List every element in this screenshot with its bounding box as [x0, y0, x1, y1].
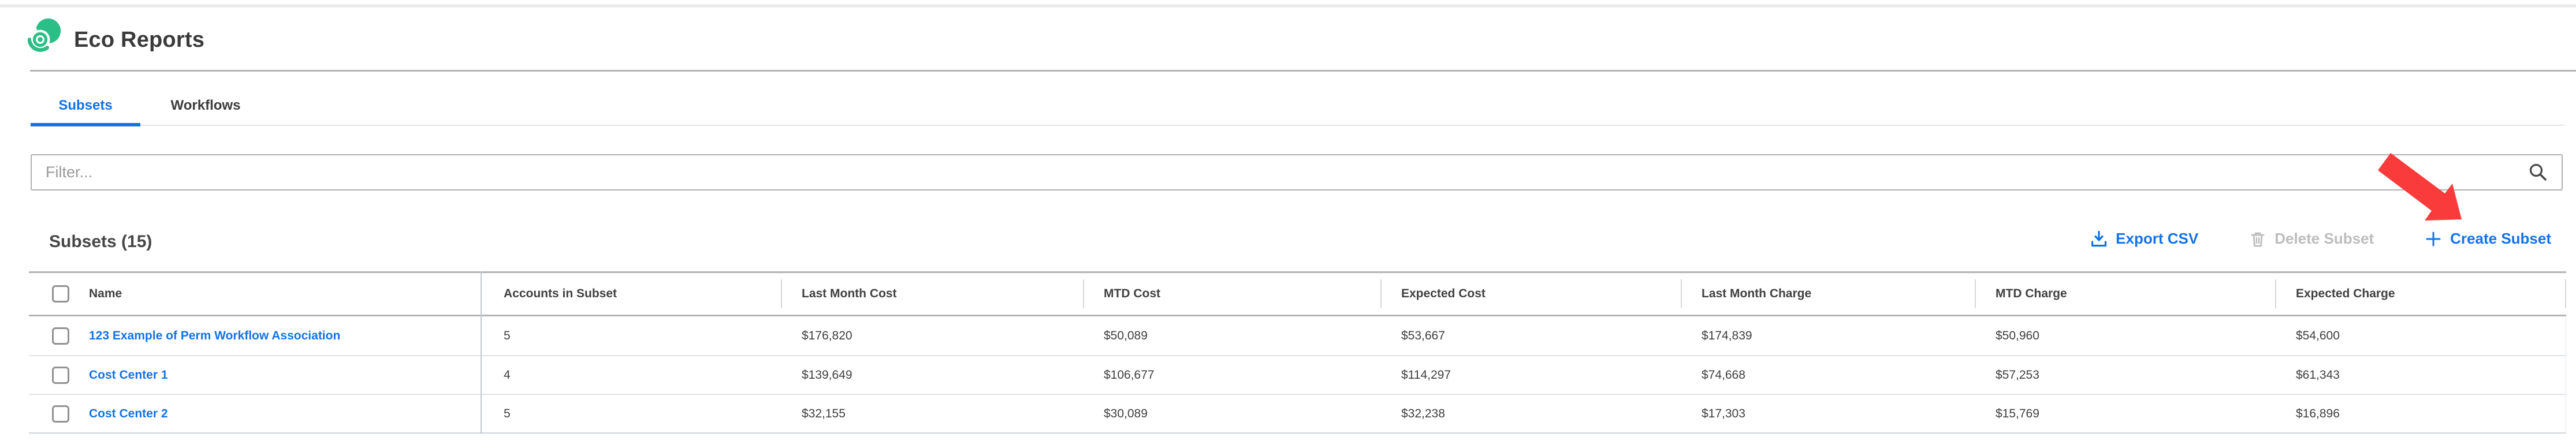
subsets-table: Name Accounts in Subset Last Month Cost … [29, 271, 2566, 434]
mtd-cost-cell: $50,089 [1104, 328, 1148, 342]
table-row: Cost Center 1 4 $139,649 $106,677 $114,2… [29, 355, 2566, 394]
mtd-cost-cell: $30,089 [1104, 406, 1148, 420]
accounts-cell: 4 [504, 368, 511, 382]
table-bottom-border [29, 432, 2566, 434]
expected-charge-cell: $16,896 [2296, 406, 2340, 420]
expected-cost-cell: $32,238 [1401, 406, 1445, 420]
select-all-checkbox[interactable] [52, 285, 69, 303]
download-icon [2091, 230, 2107, 247]
delete-subset-label: Delete Subset [2275, 230, 2374, 247]
header-name-label: Name [89, 287, 122, 300]
plus-icon [2426, 232, 2441, 246]
mtd-charge-cell: $15,769 [1996, 406, 2039, 420]
last-month-charge-cell: $74,668 [1702, 368, 1745, 382]
row-name-cell: Cost Center 2 [29, 405, 481, 423]
top-edge-strip [0, 5, 2576, 8]
last-month-cost-cell: $32,155 [802, 406, 846, 420]
subset-name-link[interactable]: 123 Example of Perm Workflow Association [89, 328, 341, 342]
accounts-cell: 5 [504, 406, 511, 420]
last-month-charge-cell: $174,839 [1702, 328, 1752, 342]
table-row: Cost Center 2 5 $32,155 $30,089 $32,238 … [29, 394, 2566, 432]
mtd-charge-cell: $50,960 [1996, 328, 2039, 342]
header-accounts-in-subset: Accounts in Subset [504, 287, 617, 300]
header-mtd-charge: MTD Charge [1975, 273, 2275, 315]
header-divider [30, 70, 2576, 72]
filter-bar [31, 154, 2563, 191]
search-icon [2529, 163, 2547, 181]
header-expected-cost: Expected Cost [1380, 273, 1681, 315]
last-month-cost-cell: $139,649 [802, 368, 853, 382]
subsets-count-heading: Subsets (15) [49, 232, 152, 251]
annotation-arrow [2378, 153, 2462, 221]
row-checkbox[interactable] [52, 366, 69, 384]
subset-name-link[interactable]: Cost Center 1 [89, 368, 168, 382]
eco-logo-icon [28, 18, 61, 52]
subset-name-link[interactable]: Cost Center 2 [89, 406, 168, 420]
create-subset-label: Create Subset [2450, 230, 2551, 247]
tab-baseline [31, 125, 2564, 126]
expected-charge-cell: $54,600 [2296, 328, 2340, 342]
mtd-charge-cell: $57,253 [1996, 368, 2039, 382]
row-name-cell: Cost Center 1 [29, 366, 481, 384]
last-month-charge-cell: $17,303 [1702, 406, 1745, 420]
header-mtd-cost: MTD Cost [1083, 273, 1380, 315]
row-name-cell: 123 Example of Perm Workflow Association [29, 327, 481, 345]
export-csv-button[interactable]: Export CSV [2090, 230, 2198, 248]
accounts-cell: 5 [504, 328, 511, 342]
name-column-divider [481, 271, 482, 434]
delete-subset-button[interactable]: Delete Subset [2249, 230, 2374, 248]
page-title: Eco Reports [74, 28, 205, 52]
row-checkbox[interactable] [52, 405, 69, 423]
table-header-row: Name Accounts in Subset Last Month Cost … [29, 273, 2566, 316]
expected-cost-cell: $114,297 [1401, 368, 1451, 382]
header-expected-charge: Expected Charge [2275, 273, 2566, 315]
mtd-cost-cell: $106,677 [1104, 368, 1155, 382]
table-row: 123 Example of Perm Workflow Association… [29, 316, 2566, 355]
header-last-month-charge: Last Month Charge [1681, 273, 1975, 315]
row-checkbox[interactable] [52, 327, 69, 345]
header-name: Name [29, 273, 481, 315]
expected-cost-cell: $53,667 [1401, 328, 1445, 342]
create-subset-button[interactable]: Create Subset [2425, 230, 2551, 248]
active-tab-underline [31, 123, 140, 126]
tab-workflows[interactable]: Workflows [170, 98, 241, 113]
toolbar: Export CSV Delete Subset Create Subset [2090, 230, 2551, 248]
expected-charge-cell: $61,343 [2296, 368, 2340, 382]
last-month-cost-cell: $176,820 [802, 328, 853, 342]
tab-bar: Subsets Workflows [31, 87, 271, 125]
tab-subsets[interactable]: Subsets [58, 98, 113, 113]
export-csv-label: Export CSV [2116, 230, 2199, 247]
trash-icon [2251, 232, 2265, 247]
filter-input[interactable] [31, 154, 2563, 191]
header-last-month-cost: Last Month Cost [781, 273, 1083, 315]
